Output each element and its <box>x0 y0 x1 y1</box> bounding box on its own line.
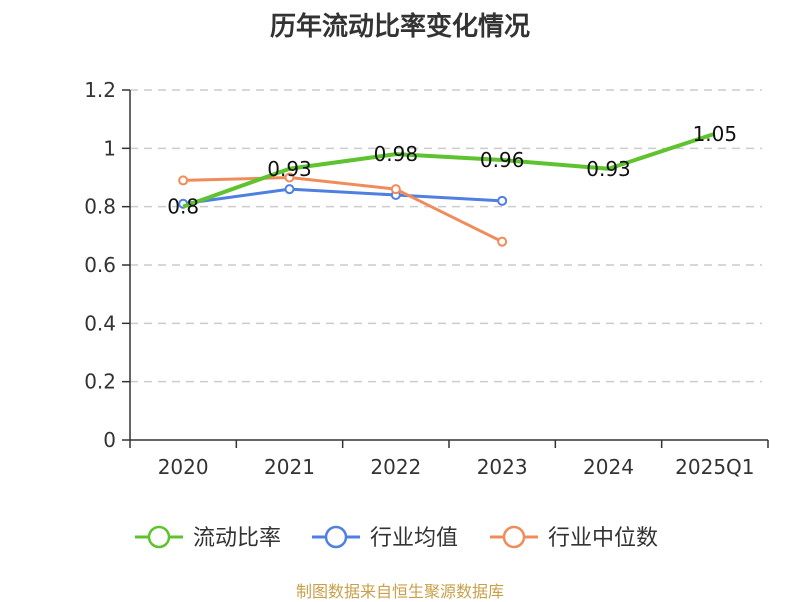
legend-marker-icon <box>147 525 171 549</box>
y-tick-label: 0.2 <box>84 370 116 394</box>
axes: 0 0.2 0.4 0.6 0.8 1 1.2 2020 2021 2022 2023 2024 202… <box>84 78 769 479</box>
legend-item[interactable]: 行业中位数 <box>490 525 658 551</box>
data-label: 0.93 <box>586 157 631 181</box>
x-tick-label: 2025Q1 <box>675 455 754 479</box>
y-tick-label: 1.2 <box>84 78 116 102</box>
legend-label: 流动比率 <box>193 526 281 551</box>
series-point <box>497 236 508 247</box>
y-tick-label: 0.4 <box>84 311 116 335</box>
grid-lines <box>130 89 762 383</box>
source-note: 制图数据来自恒生聚源数据库 <box>295 582 504 601</box>
series-line-1 <box>182 187 503 206</box>
series-point <box>178 175 189 186</box>
chart-title: 历年流动比率变化情况 <box>269 12 530 42</box>
x-tick-label: 2023 <box>477 455 528 479</box>
series-point <box>284 172 295 183</box>
data-label: 1.05 <box>693 122 738 146</box>
series-line-2 <box>183 176 503 244</box>
y-tick-label: 0.6 <box>84 253 116 277</box>
legend-label: 行业中位数 <box>548 526 658 551</box>
legend-marker-icon <box>502 525 526 549</box>
data-label: 0.93 <box>267 157 312 181</box>
y-tick-label: 0.8 <box>84 195 116 219</box>
x-tick-label: 2022 <box>370 455 421 479</box>
y-tick-label: 0 <box>103 428 116 452</box>
data-label: 0.98 <box>374 142 419 166</box>
legend-item[interactable]: 行业均值 <box>312 525 458 551</box>
x-tick-label: 2024 <box>583 455 634 479</box>
y-tick-label: 1 <box>103 136 116 160</box>
data-labels: 0.8 0.93 0.98 0.96 0.93 1.05 <box>167 122 737 219</box>
legend-marker-icon <box>324 525 348 549</box>
series-lines <box>178 131 716 247</box>
x-tick-label: 2020 <box>158 455 209 479</box>
series-point <box>284 184 295 195</box>
series-point <box>497 195 508 206</box>
legend: 流动比率 行业均值 行业中位数 <box>135 525 658 551</box>
x-tick-label: 2021 <box>264 455 315 479</box>
data-label: 0.8 <box>167 195 199 219</box>
series-line-0 <box>182 131 716 209</box>
series-point <box>390 184 401 195</box>
data-label: 0.96 <box>480 148 525 172</box>
legend-item[interactable]: 流动比率 <box>135 525 281 551</box>
legend-label: 行业均值 <box>370 526 458 551</box>
